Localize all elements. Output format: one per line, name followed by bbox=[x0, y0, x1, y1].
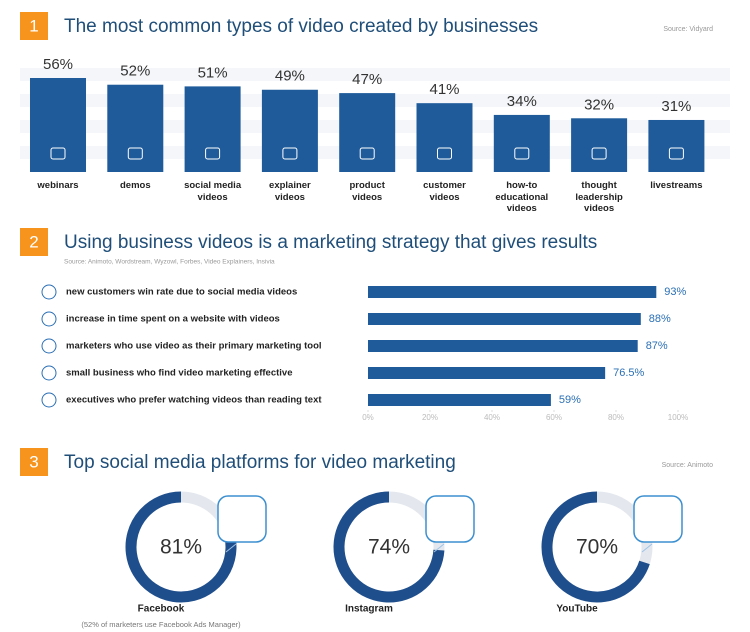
x-tick-label: social media videos bbox=[184, 180, 242, 203]
bar-icon bbox=[205, 147, 221, 160]
bar-icon bbox=[282, 147, 298, 160]
value-label: 59% bbox=[559, 394, 581, 406]
bar-icon bbox=[514, 147, 530, 160]
x-tick-label: demos bbox=[119, 180, 151, 191]
section-title: Top social media platforms for video mar… bbox=[64, 452, 456, 473]
bar bbox=[184, 86, 241, 172]
x-tick-label: 20% bbox=[422, 413, 438, 422]
section-badge bbox=[20, 448, 48, 476]
value-label: 74% bbox=[368, 536, 410, 559]
value-label: 81% bbox=[160, 536, 202, 559]
value-label: 70% bbox=[576, 536, 618, 559]
bar bbox=[648, 119, 705, 172]
section-number: 2 bbox=[29, 232, 38, 251]
x-tick-label: thought leadership videos bbox=[575, 180, 623, 214]
y-tick-label: executives who prefer watching videos th… bbox=[66, 395, 322, 406]
value-label: 34% bbox=[507, 93, 537, 110]
y-tick-label: increase in time spent on a website with… bbox=[66, 314, 280, 325]
value-label: 49% bbox=[275, 68, 305, 85]
platform-icon bbox=[633, 495, 683, 543]
row-icon bbox=[41, 365, 57, 381]
bar-icon bbox=[437, 147, 452, 160]
row-icon bbox=[41, 338, 57, 354]
x-tick-label: 80% bbox=[608, 413, 624, 422]
source: Source: Animoto, Wordstream, Wyzowl, For… bbox=[64, 259, 275, 266]
section-title: Using business videos is a marketing str… bbox=[64, 232, 597, 253]
source: Source: Animoto bbox=[662, 462, 713, 469]
x-tick-label: 40% bbox=[484, 413, 500, 422]
bar bbox=[261, 89, 318, 172]
ring-arc bbox=[541, 491, 650, 603]
row-icon bbox=[41, 311, 57, 327]
value-label: 88% bbox=[649, 313, 671, 325]
x-tick-label: explainer videos bbox=[269, 180, 311, 203]
icon-leader bbox=[641, 543, 653, 553]
x-tick-label: 100% bbox=[668, 413, 688, 422]
bar bbox=[368, 394, 551, 406]
value-label: 56% bbox=[43, 56, 73, 73]
platform-name: Instagram bbox=[345, 604, 393, 615]
value-label: 41% bbox=[429, 81, 459, 98]
value-label: 52% bbox=[120, 63, 150, 80]
bar bbox=[493, 114, 550, 172]
x-tick-label: livestreams bbox=[650, 180, 703, 191]
y-tick-label: new customers win rate due to social med… bbox=[66, 287, 297, 298]
section-badge bbox=[20, 228, 48, 256]
bar-icon bbox=[127, 147, 143, 160]
section-title: The most common types of video created b… bbox=[64, 16, 538, 37]
bar bbox=[107, 84, 164, 172]
bar-icon bbox=[50, 147, 66, 160]
bar bbox=[416, 103, 473, 172]
bar bbox=[30, 78, 86, 172]
y-tick-label: marketers who use video as their primary… bbox=[66, 341, 322, 352]
bar bbox=[368, 313, 641, 325]
row-icon bbox=[41, 284, 57, 300]
section-number: 3 bbox=[29, 452, 38, 471]
row-icon bbox=[41, 392, 57, 408]
bar bbox=[339, 93, 396, 172]
platform-name: YouTube bbox=[556, 604, 598, 615]
section-badge bbox=[20, 12, 48, 40]
x-tick-label: 0% bbox=[362, 413, 374, 422]
platform-icon bbox=[425, 495, 475, 543]
bar bbox=[368, 367, 606, 379]
section-number: 1 bbox=[29, 16, 38, 35]
source: Source: Vidyard bbox=[663, 26, 713, 33]
x-tick-label: customer videos bbox=[423, 180, 466, 203]
value-label: 93% bbox=[664, 286, 686, 298]
icon-leader bbox=[225, 543, 237, 553]
bar-icon bbox=[359, 147, 375, 160]
bar-icon bbox=[591, 147, 607, 160]
value-label: 76.5% bbox=[613, 367, 644, 379]
bar bbox=[571, 118, 628, 172]
value-label: 32% bbox=[584, 96, 614, 113]
value-label: 51% bbox=[198, 64, 228, 81]
y-tick-label: small business who find video marketing … bbox=[66, 368, 292, 379]
bar bbox=[368, 340, 638, 352]
x-tick-label: 60% bbox=[546, 413, 562, 422]
x-tick-label: webinars bbox=[37, 180, 79, 191]
band bbox=[20, 68, 730, 81]
bar bbox=[368, 286, 657, 298]
ring-arc bbox=[125, 491, 237, 603]
platform-icon bbox=[217, 495, 267, 543]
icon-leader bbox=[433, 543, 445, 553]
value-label: 31% bbox=[661, 98, 691, 115]
x-tick-label: product videos bbox=[349, 180, 385, 203]
value-label: 87% bbox=[646, 340, 668, 352]
platform-name: Facebook bbox=[138, 604, 185, 615]
value-label: 47% bbox=[352, 71, 382, 88]
x-tick-label: how-to educational videos bbox=[495, 180, 549, 214]
ring-arc bbox=[333, 491, 445, 603]
bar-icon bbox=[668, 147, 684, 160]
note: (52% of marketers use Facebook Ads Manag… bbox=[81, 620, 241, 629]
